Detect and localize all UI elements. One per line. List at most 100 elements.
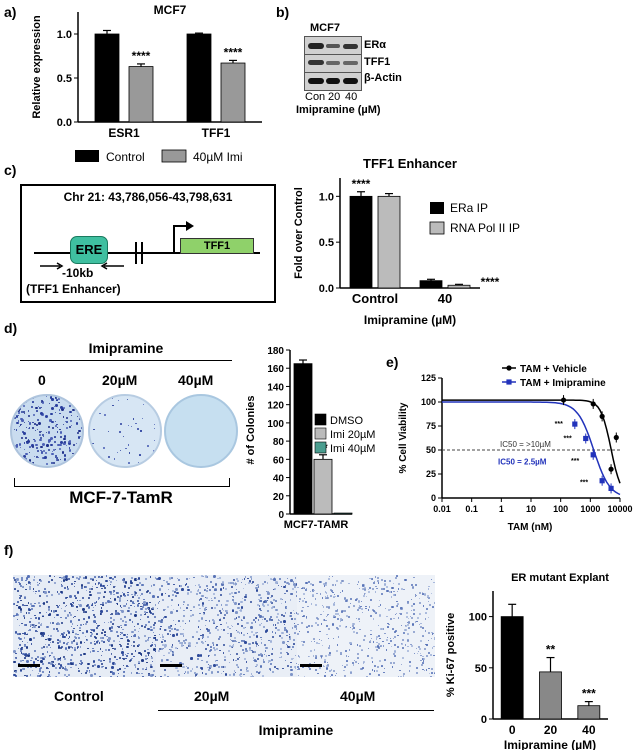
texture-dot bbox=[397, 676, 399, 677]
texture-dot bbox=[244, 596, 247, 599]
texture-dot bbox=[30, 617, 32, 620]
texture-dot bbox=[54, 436, 56, 438]
texture-dot bbox=[334, 612, 337, 615]
texture-dot bbox=[32, 401, 34, 403]
texture-dot bbox=[207, 654, 210, 657]
texture-dot bbox=[378, 605, 380, 608]
texture-dot bbox=[40, 437, 43, 440]
texture-dot bbox=[283, 585, 286, 589]
texture-dot bbox=[15, 414, 19, 418]
texture-dot bbox=[71, 642, 73, 644]
texture-dot bbox=[52, 628, 55, 631]
texture-dot bbox=[308, 666, 310, 669]
texture-dot bbox=[92, 579, 95, 582]
texture-dot bbox=[149, 576, 152, 578]
texture-dot bbox=[289, 599, 292, 601]
texture-dot bbox=[217, 577, 219, 580]
texture-dot bbox=[368, 672, 372, 675]
texture-dot bbox=[424, 630, 427, 632]
texture-dot bbox=[240, 632, 242, 634]
texture-dot bbox=[77, 603, 80, 606]
texture-dot bbox=[332, 638, 334, 640]
texture-dot bbox=[305, 616, 308, 618]
texture-dot bbox=[72, 408, 75, 411]
texture-dot bbox=[409, 616, 411, 618]
texture-dot bbox=[316, 656, 318, 658]
texture-dot bbox=[61, 633, 64, 636]
texture-dot bbox=[35, 443, 38, 447]
texture-dot bbox=[50, 610, 53, 612]
texture-dot bbox=[155, 638, 156, 641]
texture-dot bbox=[166, 633, 169, 636]
texture-dot bbox=[228, 593, 232, 596]
texture-dot bbox=[126, 642, 130, 646]
texture-dot bbox=[31, 462, 34, 465]
texture-dot bbox=[376, 641, 378, 644]
texture-dot bbox=[32, 604, 35, 608]
texture-dot bbox=[390, 591, 393, 593]
texture-dot bbox=[185, 577, 188, 580]
y-tick-label: 0.0 bbox=[57, 117, 72, 129]
texture-dot bbox=[400, 606, 403, 609]
texture-dot bbox=[65, 426, 69, 430]
texture-dot bbox=[243, 639, 245, 642]
texture-dot bbox=[19, 597, 22, 600]
texture-dot bbox=[229, 638, 232, 641]
texture-dot bbox=[28, 427, 31, 429]
texture-dot bbox=[121, 579, 124, 581]
colony-dish-40 bbox=[164, 394, 238, 468]
texture-dot bbox=[379, 614, 382, 617]
texture-dot bbox=[212, 576, 215, 578]
texture-dot bbox=[138, 637, 140, 639]
texture-dot bbox=[102, 636, 105, 639]
texture-dot bbox=[24, 623, 26, 626]
texture-dot bbox=[221, 608, 224, 610]
texture-dot bbox=[220, 604, 223, 606]
texture-dot bbox=[80, 654, 83, 657]
texture-dot bbox=[75, 576, 78, 579]
texture-dot bbox=[154, 675, 156, 677]
texture-dot bbox=[58, 640, 62, 643]
texture-dot bbox=[208, 669, 211, 672]
texture-dot bbox=[114, 575, 117, 578]
texture-dot bbox=[375, 585, 377, 588]
texture-dot bbox=[328, 645, 330, 647]
texture-dot bbox=[292, 657, 295, 659]
texture-dot bbox=[125, 653, 127, 655]
texture-dot bbox=[404, 578, 407, 581]
texture-dot bbox=[159, 628, 162, 631]
texture-dot bbox=[94, 576, 96, 578]
texture-dot bbox=[223, 643, 226, 646]
texture-dot bbox=[241, 597, 243, 599]
texture-dot bbox=[130, 582, 133, 585]
texture-dot bbox=[82, 576, 85, 579]
texture-dot bbox=[133, 591, 136, 593]
texture-dot bbox=[84, 622, 87, 625]
data-point bbox=[608, 466, 614, 472]
texture-dot bbox=[50, 412, 53, 416]
texture-dot bbox=[400, 664, 403, 666]
texture-dot bbox=[251, 649, 253, 652]
texture-dot bbox=[328, 576, 330, 578]
texture-dot bbox=[28, 611, 31, 614]
texture-dot bbox=[236, 578, 239, 580]
texture-dot bbox=[168, 626, 171, 629]
texture-dot bbox=[335, 609, 338, 613]
texture-dot bbox=[392, 662, 395, 665]
texture-dot bbox=[24, 654, 28, 658]
texture-dot bbox=[33, 439, 35, 441]
texture-dot bbox=[345, 625, 347, 627]
texture-dot bbox=[64, 647, 68, 650]
texture-dot bbox=[267, 592, 270, 595]
texture-dot bbox=[211, 599, 213, 602]
texture-dot bbox=[218, 666, 221, 668]
texture-dot bbox=[326, 633, 328, 636]
texture-dot bbox=[150, 626, 152, 628]
texture-dot bbox=[114, 611, 117, 614]
texture-dot bbox=[330, 669, 333, 672]
texture-dot bbox=[123, 675, 126, 677]
texture-dot bbox=[79, 646, 82, 648]
texture-dot bbox=[14, 657, 17, 660]
texture-dot bbox=[132, 418, 135, 420]
texture-dot bbox=[33, 637, 35, 639]
